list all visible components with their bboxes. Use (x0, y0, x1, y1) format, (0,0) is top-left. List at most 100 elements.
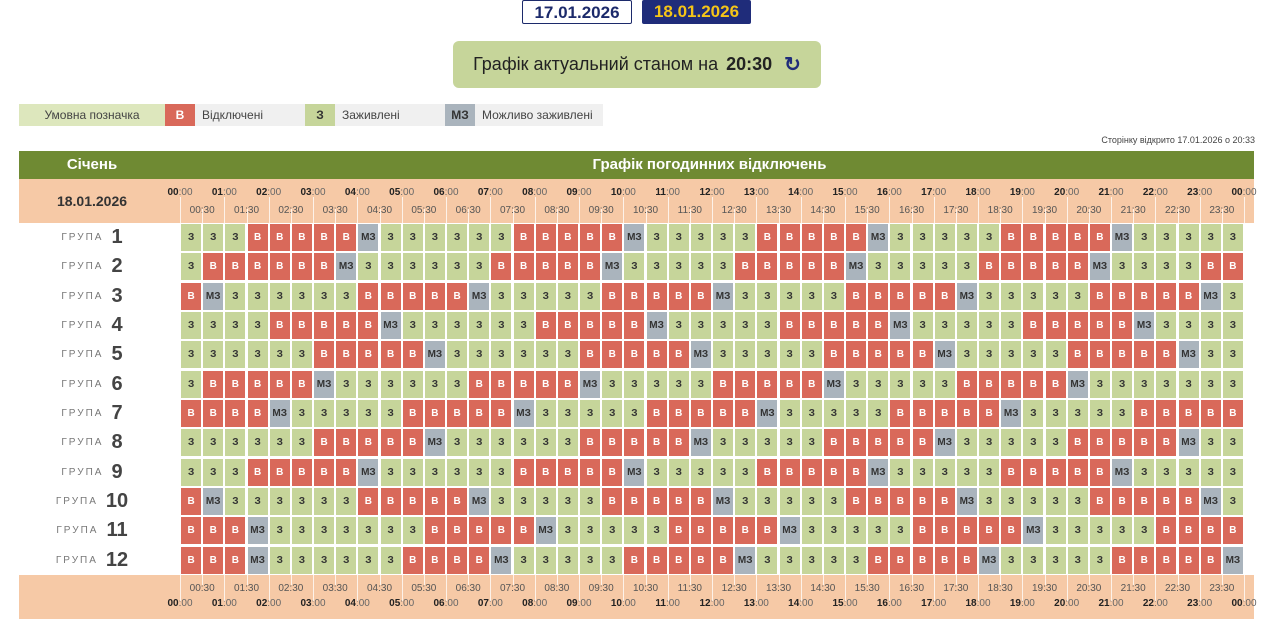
schedule-table: Січень Графік погодинних відключень 18.0… (19, 151, 1257, 619)
hour-label: 13:00 (743, 598, 769, 609)
slot-cell: В (890, 429, 911, 457)
half-hour-label: 15:30 (854, 583, 880, 594)
slot-cell: В (1067, 429, 1088, 457)
slot-cell: З (779, 487, 800, 515)
slot-cell: В (1045, 370, 1066, 398)
slot-cell: З (979, 282, 1000, 310)
legend: Умовна позначка В Відключені З Заживлені… (19, 104, 603, 126)
slot-cell: З (1200, 311, 1221, 339)
half-hour-label: 07:30 (499, 583, 526, 594)
group-word: ГРУПА (61, 290, 104, 302)
time-tick (401, 197, 403, 223)
slot-cell: В (535, 253, 556, 281)
time-tick (202, 575, 204, 585)
slot-cell: В (1023, 370, 1044, 398)
slot-cell: З (513, 546, 534, 574)
slot-cell: З (1045, 429, 1066, 457)
slot-cell: З (314, 282, 335, 310)
slot-cell: З (868, 517, 889, 545)
slot-cell: З (735, 487, 756, 515)
slot-cell: МЗ (823, 370, 844, 398)
time-tick (778, 209, 780, 223)
slot-cell: В (1089, 311, 1110, 339)
slot-cell: МЗ (1023, 517, 1044, 545)
slot-cell: З (757, 341, 778, 369)
slot-cell: З (912, 224, 933, 251)
slot-cell: В (1134, 546, 1155, 574)
hour-label: 04:00 (344, 187, 370, 198)
slot-cell: З (646, 458, 667, 486)
slot-cell: В (447, 282, 468, 310)
slot-cell: В (757, 224, 778, 251)
slot-cell: В (1134, 399, 1155, 427)
slot-cell: З (1156, 311, 1177, 339)
slot-cell: В (846, 282, 867, 310)
refresh-icon[interactable]: ↻ (784, 54, 801, 76)
date-button-prev[interactable]: 17.01.2026 (522, 0, 632, 24)
slot-cell: В (1156, 546, 1177, 574)
table-title: Графік погодинних відключень (592, 156, 827, 173)
slot-cell: МЗ (1067, 370, 1088, 398)
slot-cell: В (823, 429, 844, 457)
group-label: ГРУПА 4 (19, 311, 165, 340)
half-hour-label: 19:30 (1031, 583, 1058, 594)
slot-cell: З (823, 546, 844, 574)
slot-cell: В (580, 253, 601, 281)
slot-cell: З (380, 253, 401, 281)
slot-cell: З (934, 253, 955, 281)
time-tick (1044, 209, 1046, 223)
slot-cell: З (225, 429, 246, 457)
slot-cell: В (690, 546, 711, 574)
slot-cell: З (469, 224, 490, 251)
slot-cell: З (447, 224, 468, 251)
slot-cell: В (912, 282, 933, 310)
slot-cell: В (624, 546, 645, 574)
slot-cell: В (646, 341, 667, 369)
slot-cell: З (424, 224, 445, 251)
slot-cell: З (580, 546, 601, 574)
slot-cell: МЗ (269, 399, 290, 427)
slot-cell: З (735, 429, 756, 457)
slot-cell: В (203, 517, 224, 545)
slot-cell: В (1112, 429, 1133, 457)
slot-cell: З (956, 458, 977, 486)
slot-cell: З (535, 341, 556, 369)
slot-cell: З (801, 282, 822, 310)
time-tick (202, 209, 204, 223)
time-tick (579, 197, 580, 223)
slot-cell: З (956, 224, 977, 251)
slot-cell: З (890, 370, 911, 398)
slot-cell: В (181, 546, 202, 574)
time-tick (955, 575, 957, 585)
group-row: ГРУПА 12 В В В МЗ З З З З З З В В В В МЗ З З З З З В В В В В МЗ З З З З… (19, 546, 1254, 575)
slot-cell: В (624, 282, 645, 310)
slot-cell: В (580, 311, 601, 339)
slot-cell: МЗ (469, 282, 490, 310)
slot-cell: З (1222, 224, 1243, 251)
slot-cell: З (535, 487, 556, 515)
slot-cell: МЗ (336, 253, 357, 281)
slot-cell: МЗ (1200, 487, 1221, 515)
slot-cell: З (557, 487, 578, 515)
selected-date: 18.01.2026 (56, 193, 128, 209)
slot-cell: З (713, 253, 734, 281)
slot-cell: З (1001, 311, 1022, 339)
slot-cell: МЗ (424, 341, 445, 369)
slot-cell: В (580, 458, 601, 486)
time-tick (379, 209, 381, 223)
slot-cell: З (801, 487, 822, 515)
slot-cell: В (912, 517, 933, 545)
slot-cell: З (1023, 341, 1044, 369)
slot-cell: В (225, 370, 246, 398)
time-tick (313, 197, 314, 223)
slot-cell: З (203, 311, 224, 339)
slot-cell: З (358, 399, 379, 427)
slot-cell: З (225, 341, 246, 369)
group-word: ГРУПА (61, 232, 104, 243)
date-button-active[interactable]: 18.01.2026 (642, 0, 751, 24)
slot-cell: З (1200, 458, 1221, 486)
slot-cell: З (181, 458, 202, 486)
slot-cell: З (225, 282, 246, 310)
slot-cell: МЗ (535, 517, 556, 545)
slot-cell: В (469, 399, 490, 427)
